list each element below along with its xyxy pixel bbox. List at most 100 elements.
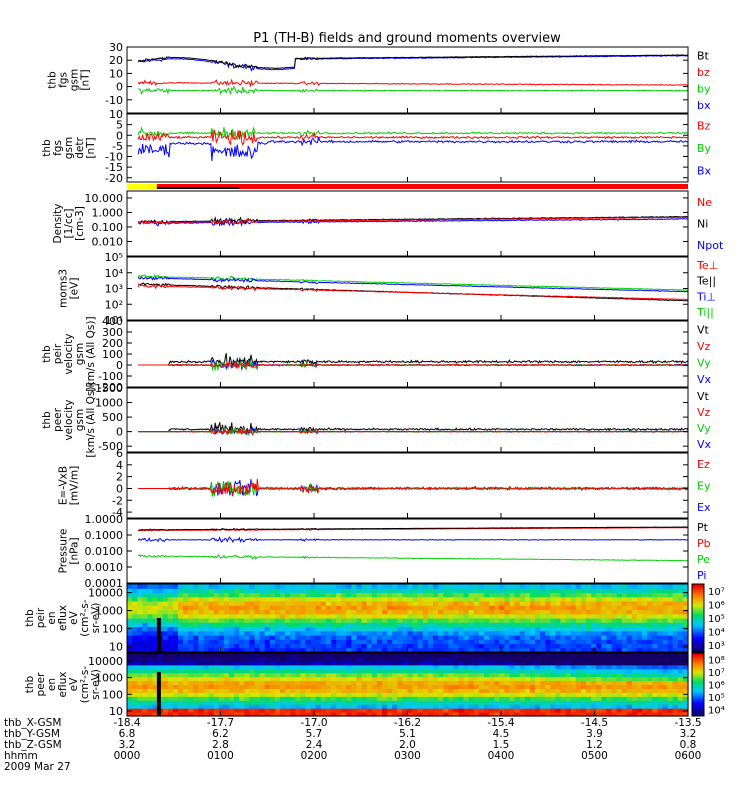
spectrogram-cell xyxy=(677,692,684,697)
spectrogram-cell xyxy=(178,708,184,713)
spectrogram-cell xyxy=(514,605,521,611)
spectrogram-cell xyxy=(672,668,679,674)
spectrogram-cell xyxy=(657,676,664,682)
spectrogram-cell xyxy=(147,613,154,619)
spectrogram-cell xyxy=(366,704,373,709)
spectrogram-cell xyxy=(443,680,449,686)
spectrogram-cell xyxy=(254,643,261,649)
spectrogram-cell xyxy=(315,668,322,674)
spectrogram-cell xyxy=(336,672,342,678)
spectrogram-cell xyxy=(509,618,516,623)
spectrogram-cell xyxy=(280,588,286,594)
spectrogram-cell xyxy=(137,664,143,670)
spectrogram-cell xyxy=(147,596,154,602)
x-tick-label-z: 1.2 xyxy=(586,739,603,751)
colorbar-cell xyxy=(692,695,704,698)
spectrogram-cell xyxy=(647,684,653,689)
spectrogram-cell xyxy=(152,626,159,632)
spectrogram-cell xyxy=(315,684,322,689)
colorbar-cell xyxy=(692,633,704,636)
spectrogram-cell xyxy=(172,635,179,640)
spectrogram-cell xyxy=(473,672,480,678)
spectrogram-cell xyxy=(631,708,638,713)
spectrogram-cell xyxy=(524,618,531,623)
spectrogram-cell xyxy=(672,684,679,689)
spectrogram-cell xyxy=(254,680,261,686)
spectrogram-cell xyxy=(422,656,429,662)
spectrogram-cell xyxy=(295,618,301,623)
spectrogram-cell xyxy=(473,660,480,666)
spectrogram-cell xyxy=(514,584,521,589)
spectrogram-cell xyxy=(325,653,332,658)
spectrogram-cell xyxy=(346,676,352,682)
spectrogram-cell xyxy=(188,672,194,678)
spectrogram-cell xyxy=(229,696,235,701)
spectrogram-cell xyxy=(647,588,653,594)
spectrogram-cell xyxy=(535,712,541,717)
spectrogram-cell xyxy=(382,592,388,598)
spectrogram-cell xyxy=(463,622,470,628)
spectrogram-cell xyxy=(642,668,648,674)
spectrogram-cell xyxy=(570,688,577,693)
spectrogram-cell xyxy=(325,692,332,697)
spectrogram-cell xyxy=(647,584,653,589)
spectrogram-cell xyxy=(295,613,301,619)
spectrogram-cell xyxy=(652,584,658,589)
series-ti-par-line xyxy=(137,274,688,291)
spectrogram-cell xyxy=(677,708,684,713)
colorbar-cell xyxy=(692,682,704,685)
spectrogram-cell xyxy=(514,596,521,602)
spectrogram-cell xyxy=(336,643,342,649)
spectrogram-cell xyxy=(254,609,261,615)
spectrogram-cell xyxy=(285,622,291,628)
spectrogram-cell xyxy=(331,708,337,713)
spectrogram-cell xyxy=(371,672,378,678)
spectrogram-cell xyxy=(361,609,368,615)
spectrogram-cell xyxy=(606,626,613,632)
spectrogram-cell xyxy=(555,596,562,602)
colorbar-cell xyxy=(692,623,704,626)
spectrogram-cell xyxy=(331,596,337,602)
spectrogram-cell xyxy=(448,601,454,606)
spectrogram-cell xyxy=(208,626,215,632)
spectrogram-cell xyxy=(647,692,653,697)
spectrogram-cell xyxy=(560,592,567,598)
spectrogram-cell xyxy=(555,592,562,598)
spectrogram-cell xyxy=(361,704,368,709)
spectrogram-cell xyxy=(657,609,664,615)
spectrogram-cell xyxy=(249,680,256,686)
spectrogram-cell xyxy=(616,605,623,611)
colorbar-cell xyxy=(692,648,704,651)
spectrogram-cell xyxy=(601,712,607,717)
spectrogram-cell xyxy=(575,672,582,678)
spectrogram-cell xyxy=(550,626,556,632)
spectrogram-cell xyxy=(427,688,434,693)
spectrogram-cell xyxy=(677,592,684,598)
spectrogram-cell xyxy=(361,668,368,674)
spectrogram-cell xyxy=(285,708,291,713)
spectrogram-cell xyxy=(519,647,526,653)
spectrogram-cell xyxy=(662,680,669,686)
spectrogram-cell xyxy=(208,672,215,678)
spectrogram-cell xyxy=(208,712,215,717)
spectrogram-cell xyxy=(366,676,373,682)
spectrogram-cell xyxy=(591,647,597,653)
spectrogram-cell xyxy=(305,668,312,674)
spectrogram-cell xyxy=(407,680,414,686)
spectrogram-cell xyxy=(331,664,337,670)
spectrogram-cell xyxy=(529,596,536,602)
spectrogram-cell xyxy=(147,680,154,686)
spectrogram-cell xyxy=(504,672,511,678)
spectrogram-cell xyxy=(682,660,689,666)
spectrogram-cell xyxy=(249,696,256,701)
spectrogram-cell xyxy=(591,630,597,636)
spectrogram-cell xyxy=(621,676,628,682)
spectrogram-cell xyxy=(162,613,169,619)
spectrogram-cell xyxy=(657,643,664,649)
spectrogram-cell xyxy=(361,696,368,701)
spectrogram-cell xyxy=(637,613,643,619)
spectrogram-cell xyxy=(484,696,490,701)
spectrogram-cell xyxy=(218,653,225,658)
spectrogram-cell xyxy=(570,676,577,682)
spectrogram-cell xyxy=(586,676,592,682)
